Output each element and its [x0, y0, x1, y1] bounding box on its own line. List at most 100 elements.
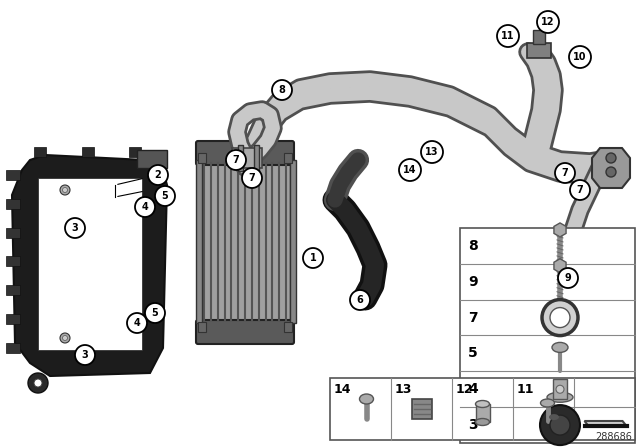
- Circle shape: [303, 248, 323, 268]
- Text: 4: 4: [141, 202, 148, 212]
- Circle shape: [399, 159, 421, 181]
- Circle shape: [350, 290, 370, 310]
- Text: 11: 11: [517, 383, 534, 396]
- Circle shape: [34, 379, 42, 387]
- Text: 6: 6: [356, 295, 364, 305]
- Bar: [6, 343, 20, 353]
- Bar: [284, 322, 292, 332]
- Text: 11: 11: [501, 31, 515, 41]
- Text: 9: 9: [468, 275, 477, 289]
- Text: 7: 7: [577, 185, 584, 195]
- Ellipse shape: [360, 394, 374, 404]
- Polygon shape: [584, 421, 627, 426]
- Ellipse shape: [549, 414, 559, 420]
- Bar: [6, 285, 20, 295]
- Text: 3: 3: [72, 223, 78, 233]
- Text: 8: 8: [468, 239, 477, 253]
- Text: 12: 12: [541, 17, 555, 27]
- Ellipse shape: [547, 392, 573, 402]
- Text: 5: 5: [152, 308, 158, 318]
- Text: 3: 3: [82, 350, 88, 360]
- Circle shape: [497, 25, 519, 47]
- Text: 4: 4: [134, 318, 140, 328]
- Ellipse shape: [552, 342, 568, 353]
- Circle shape: [550, 415, 570, 435]
- Ellipse shape: [541, 399, 554, 407]
- Circle shape: [63, 188, 67, 193]
- Circle shape: [558, 268, 578, 288]
- Circle shape: [242, 168, 262, 188]
- Text: 1: 1: [310, 253, 316, 263]
- Polygon shape: [38, 178, 142, 350]
- Text: 12: 12: [456, 383, 474, 396]
- Circle shape: [75, 345, 95, 365]
- Bar: [460, 228, 635, 443]
- Bar: [290, 160, 296, 323]
- Bar: [527, 43, 551, 58]
- Circle shape: [606, 153, 616, 163]
- Ellipse shape: [476, 418, 490, 426]
- Circle shape: [556, 385, 564, 393]
- Bar: [553, 379, 567, 399]
- Circle shape: [60, 185, 70, 195]
- Text: 2: 2: [155, 170, 161, 180]
- Text: 7: 7: [562, 168, 568, 178]
- Circle shape: [155, 186, 175, 206]
- Bar: [198, 322, 206, 332]
- Circle shape: [272, 80, 292, 100]
- Circle shape: [63, 336, 67, 340]
- Bar: [232, 148, 262, 168]
- FancyBboxPatch shape: [196, 141, 294, 165]
- Text: 7: 7: [468, 310, 477, 325]
- Bar: [198, 153, 206, 163]
- Circle shape: [127, 313, 147, 333]
- Bar: [6, 314, 20, 324]
- Bar: [284, 153, 292, 163]
- Bar: [6, 170, 20, 180]
- Text: 13: 13: [425, 147, 439, 157]
- Circle shape: [60, 333, 70, 343]
- Circle shape: [540, 405, 580, 445]
- Bar: [533, 30, 545, 44]
- Text: 14: 14: [334, 383, 351, 396]
- Bar: [476, 404, 490, 422]
- Ellipse shape: [476, 401, 490, 408]
- Circle shape: [421, 141, 443, 163]
- FancyBboxPatch shape: [196, 320, 294, 344]
- Bar: [81, 147, 93, 157]
- Bar: [238, 145, 243, 171]
- Text: 8: 8: [278, 85, 285, 95]
- Text: 10: 10: [573, 52, 587, 62]
- Bar: [196, 160, 202, 323]
- FancyBboxPatch shape: [412, 399, 431, 419]
- Bar: [330, 378, 635, 440]
- Circle shape: [550, 308, 570, 327]
- Circle shape: [226, 150, 246, 170]
- Bar: [6, 257, 20, 267]
- Text: 7: 7: [248, 173, 255, 183]
- Bar: [6, 199, 20, 209]
- Circle shape: [555, 163, 575, 183]
- Circle shape: [135, 197, 155, 217]
- Circle shape: [542, 300, 578, 336]
- Text: 9: 9: [564, 273, 572, 283]
- Text: 5: 5: [162, 191, 168, 201]
- Bar: [129, 147, 141, 157]
- Bar: [6, 228, 20, 238]
- Text: 5: 5: [468, 346, 477, 361]
- Bar: [200, 161, 290, 322]
- Circle shape: [145, 303, 165, 323]
- Bar: [254, 145, 259, 171]
- Text: 13: 13: [395, 383, 412, 396]
- Polygon shape: [592, 148, 630, 188]
- Polygon shape: [12, 155, 167, 376]
- Circle shape: [65, 218, 85, 238]
- Circle shape: [148, 165, 168, 185]
- Circle shape: [570, 180, 590, 200]
- Text: 288686: 288686: [595, 432, 632, 442]
- Circle shape: [28, 373, 48, 393]
- Text: 14: 14: [403, 165, 417, 175]
- Text: 3: 3: [468, 418, 477, 432]
- Circle shape: [537, 11, 559, 33]
- Text: 7: 7: [232, 155, 239, 165]
